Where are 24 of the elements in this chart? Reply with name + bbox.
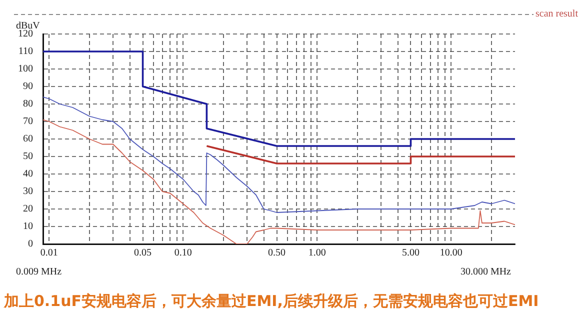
y-tick-label: 10 xyxy=(23,221,33,232)
x-tick-label: 0.05 xyxy=(134,248,152,259)
x-tick-label: 0.10 xyxy=(174,248,192,259)
text: scan result xyxy=(536,8,578,20)
y-tick-label: 0 xyxy=(28,238,33,250)
y-tick-label: 70 xyxy=(23,116,33,128)
text: 加上0.1uF安规电容后，可大余量过EMI,后续升级后，无需安规电容也可过EMI xyxy=(2,291,540,311)
text: 30.000 MHz xyxy=(460,266,512,278)
x-tick-label: 1.00 xyxy=(308,248,326,259)
y-tick-label: 50 xyxy=(23,151,33,162)
y-tick-label: 80 xyxy=(23,98,33,110)
y-tick-label: 90 xyxy=(23,81,33,92)
y-tick-label: 100 xyxy=(18,64,33,75)
x-tick-label: 10.00 xyxy=(440,248,462,259)
y-tick-label: 120 xyxy=(18,28,33,40)
y-tick-label: 60 xyxy=(23,134,33,145)
y-tick-label: 30 xyxy=(23,186,33,198)
x-tick-label: 0.50 xyxy=(268,248,286,259)
text: 0.009 MHz xyxy=(16,266,62,278)
y-tick-label: 40 xyxy=(23,168,33,180)
y-tick-label: 110 xyxy=(18,46,33,58)
x-tick-label: 5.00 xyxy=(402,248,420,259)
y-tick-label: 20 xyxy=(23,204,33,215)
x-tick-label: 0.01 xyxy=(40,248,58,259)
